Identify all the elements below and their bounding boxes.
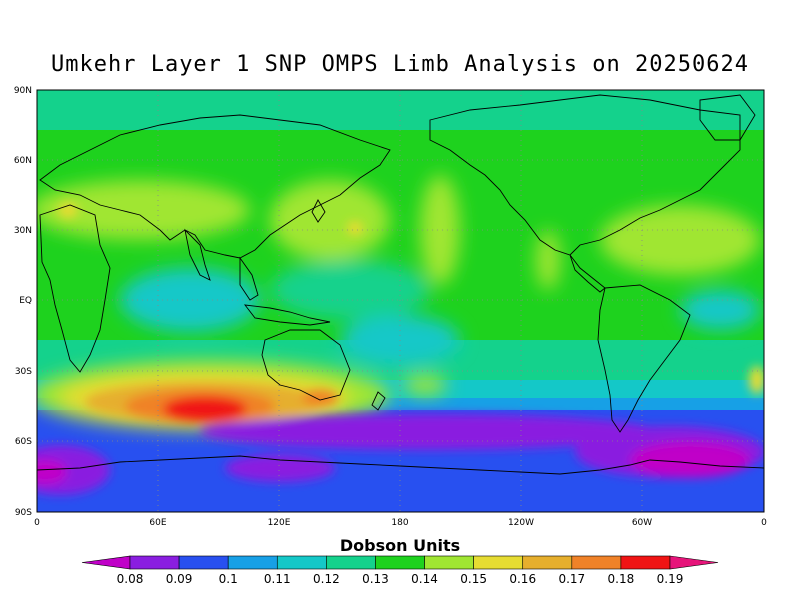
grid-lines [37, 90, 764, 512]
colorbar-level-label: 0.19 [657, 572, 684, 586]
colorbar-level-label: 0.13 [362, 572, 389, 586]
colorbar-level-label: 0.17 [558, 572, 585, 586]
nh-pale-green-5 [536, 230, 560, 290]
ozone-field [37, 90, 764, 512]
nh-pale-green-3 [600, 205, 760, 275]
sp-magenta-1 [630, 442, 750, 478]
lat-tick-label: 60S [15, 437, 32, 447]
colorbar-level-label: 0.1 [219, 572, 238, 586]
yellow-spot-3 [749, 366, 764, 394]
lat-axis: 90N 60N 30N EQ 30S 60S 90S [14, 86, 32, 518]
sh-red-max [163, 396, 247, 422]
lat-tick-label: 90N [14, 86, 32, 96]
sp-purple-1 [200, 414, 660, 450]
colorbar-arrow-low [81, 555, 131, 570]
lat-tick-label: EQ [19, 296, 32, 306]
colorbar-title: Dobson Units [339, 536, 461, 555]
lon-tick-label: 0 [761, 518, 767, 528]
colorbar-swatch [473, 555, 524, 570]
lon-tick-label: 60E [149, 518, 166, 528]
colorbar-level-label: 0.12 [313, 572, 340, 586]
colorbar-swatch [178, 555, 229, 570]
lat-tick-label: 30S [15, 367, 32, 377]
lon-tick-label: 120E [268, 518, 291, 528]
colorbar-level-label: 0.14 [411, 572, 438, 586]
lat-tick-label: 60N [14, 156, 32, 166]
colorbar-level-label: 0.15 [460, 572, 487, 586]
sh-orange-2 [302, 390, 338, 406]
sp-purple-4 [225, 454, 335, 482]
colorbar-level-label: 0.18 [608, 572, 635, 586]
yellow-spot-1 [58, 202, 78, 218]
colorbar-swatch [326, 555, 376, 570]
colorbar-swatch [571, 555, 622, 570]
colorbar-level-label: 0.08 [117, 572, 144, 586]
plot-title: Umkehr Layer 1 SNP OMPS Limb Analysis on… [50, 52, 749, 77]
lat-tick-label: 90S [15, 508, 32, 518]
colorbar-swatch [129, 555, 180, 570]
colorbar-swatch [227, 555, 278, 570]
trop-teal-1 [120, 268, 260, 332]
plot-frame [36, 89, 765, 513]
nh-pale-green-1 [37, 180, 250, 240]
lon-axis: 0 60E 120E 180 120W 60W 0 [34, 518, 767, 528]
nh-pale-green-2 [270, 180, 390, 260]
lon-tick-label: 180 [391, 518, 408, 528]
colorbar-swatch [276, 555, 327, 570]
colorbar-arrow-high [669, 555, 719, 570]
colorbar-swatch [620, 555, 671, 570]
colorbar: 0.08 0.09 0.1 0.11 0.12 0.13 0.14 0.15 0.16 0.17 0… [81, 555, 719, 586]
nh-pale-green-4 [420, 175, 460, 285]
lon-tick-label: 120W [508, 518, 534, 528]
colorbar-level-label: 0.09 [166, 572, 193, 586]
trop-teal-3 [680, 290, 760, 330]
sh-pale-green-2 [403, 375, 447, 395]
arctic-band [37, 90, 764, 130]
coastlines [37, 94, 764, 475]
lon-tick-label: 0 [34, 518, 40, 528]
colorbar-level-label: 0.11 [264, 572, 291, 586]
lon-tick-label: 60W [632, 518, 652, 528]
yellow-spot-2 [347, 221, 363, 235]
colorbar-swatch [424, 555, 474, 570]
colorbar-swatch [375, 555, 425, 570]
lat-tick-label: 30N [14, 226, 32, 236]
trop-mint [270, 260, 430, 320]
sp-magenta-2 [37, 460, 67, 484]
colorbar-swatch [522, 555, 573, 570]
colorbar-level-label: 0.16 [509, 572, 536, 586]
